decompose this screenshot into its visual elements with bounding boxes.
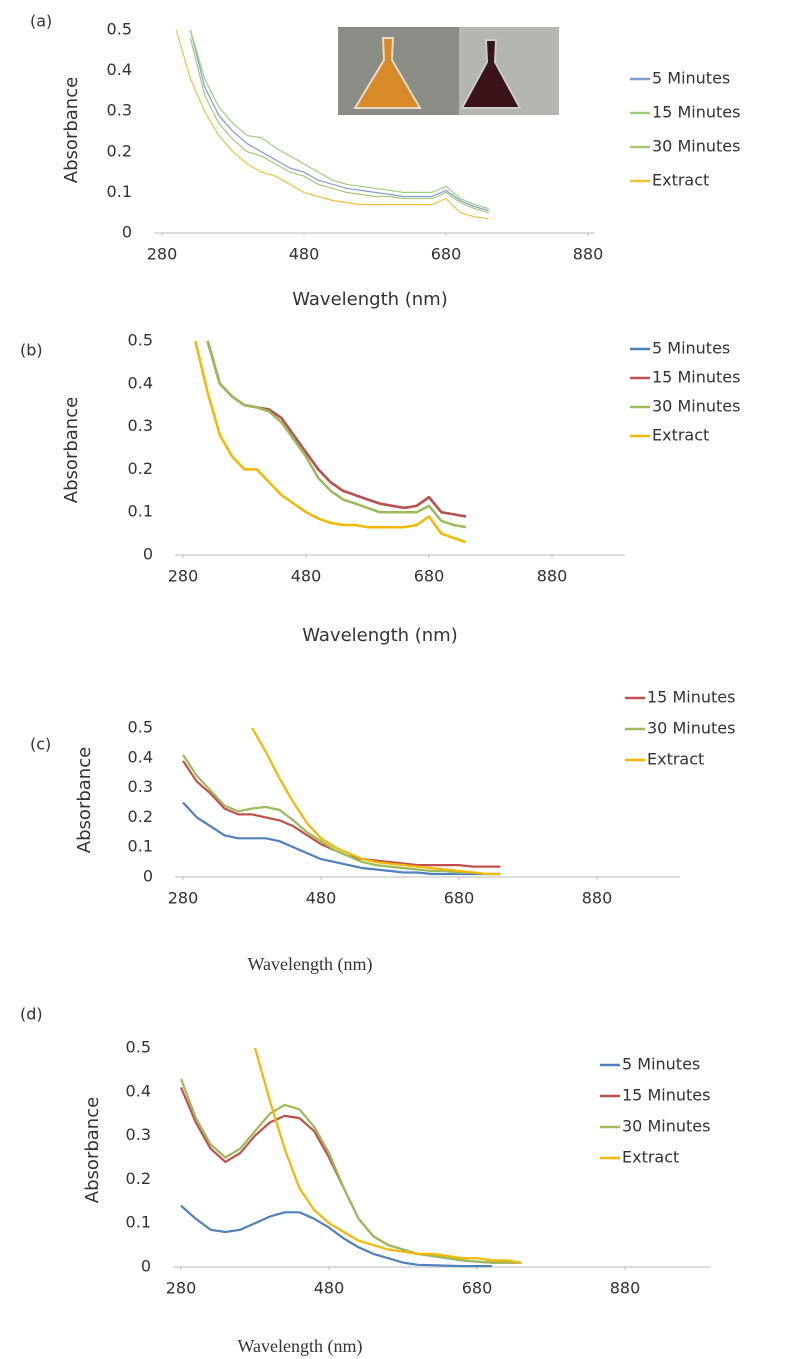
series-line	[189, 29, 489, 210]
y-axis-label: Absorbance	[82, 1097, 103, 1203]
y-tick-label: 0.5	[128, 331, 153, 350]
series-line	[189, 37, 489, 214]
y-axis-label: Absorbance	[61, 77, 82, 183]
legend-label: Extract	[622, 1148, 679, 1167]
y-tick-label: 0	[141, 1257, 151, 1276]
x-axis-label: Wavelength (nm)	[247, 954, 372, 975]
x-tick-label: 880	[537, 567, 568, 586]
x-tick-label: 880	[610, 1279, 641, 1298]
legend-label: Extract	[652, 426, 709, 445]
y-tick-label: 0.5	[126, 1038, 151, 1057]
x-tick-label: 680	[444, 889, 475, 908]
legend-label: 5 Minutes	[622, 1055, 700, 1074]
y-tick-label: 0.3	[126, 1125, 151, 1144]
series-line	[251, 727, 501, 876]
x-tick-label: 480	[306, 889, 337, 908]
panel-label: (b)	[20, 341, 43, 360]
legend-label: 30 Minutes	[622, 1117, 710, 1136]
legend-label: 30 Minutes	[652, 137, 740, 156]
y-tick-label: 0.3	[128, 777, 153, 796]
legend-label: 30 Minutes	[647, 719, 735, 738]
series-line	[206, 340, 467, 518]
x-tick-label: 280	[166, 1279, 197, 1298]
x-tick-label: 680	[414, 567, 445, 586]
x-tick-label: 280	[168, 889, 199, 908]
y-axis-label: Absorbance	[61, 397, 82, 503]
series-line	[189, 29, 489, 212]
x-tick-label: 480	[291, 567, 322, 586]
y-tick-label: 0	[143, 545, 153, 564]
y-tick-label: 0.3	[128, 416, 153, 435]
x-tick-label: 880	[573, 245, 604, 264]
y-tick-label: 0.2	[128, 459, 153, 478]
x-tick-label: 680	[462, 1279, 493, 1298]
x-tick-label: 280	[168, 567, 199, 586]
series-line	[253, 1047, 522, 1264]
x-axis-label: Wavelength (nm)	[302, 625, 458, 646]
y-axis-label: Absorbance	[74, 747, 95, 853]
panel-label: (c)	[30, 735, 51, 754]
y-tick-label: 0.4	[126, 1081, 151, 1100]
x-tick-label: 480	[289, 245, 320, 264]
x-axis-label: Wavelength (nm)	[237, 1336, 362, 1357]
y-tick-label: 0.1	[128, 502, 153, 521]
series-line	[194, 340, 467, 544]
y-tick-label: 0.4	[107, 60, 132, 79]
legend-label: Extract	[652, 171, 709, 190]
series-line	[175, 29, 489, 220]
y-tick-label: 0.3	[107, 101, 132, 120]
legend-label: Extract	[647, 750, 704, 769]
y-tick-label: 0.5	[128, 718, 153, 737]
legend-label: 5 Minutes	[652, 339, 730, 358]
y-tick-label: 0.4	[128, 373, 153, 392]
y-tick-label: 0.4	[128, 747, 153, 766]
legend-label: 15 Minutes	[647, 688, 735, 707]
x-tick-label: 680	[431, 245, 462, 264]
legend-label: 30 Minutes	[652, 397, 740, 416]
panel-label: (a)	[30, 12, 52, 31]
panel-label: (d)	[20, 1005, 43, 1024]
y-tick-label: 0.1	[107, 182, 132, 201]
series-line	[182, 801, 501, 876]
legend-label: 5 Minutes	[652, 69, 730, 88]
x-tick-label: 480	[314, 1279, 345, 1298]
x-tick-label: 880	[582, 889, 613, 908]
series-line	[180, 1204, 492, 1268]
series-line	[206, 340, 467, 529]
y-tick-label: 0.2	[126, 1169, 151, 1188]
x-tick-label: 280	[147, 245, 178, 264]
inset-photo	[338, 27, 559, 115]
x-axis-label: Wavelength (nm)	[292, 289, 448, 310]
legend-label: 15 Minutes	[652, 368, 740, 387]
y-tick-label: 0.5	[107, 20, 132, 39]
legend-label: 15 Minutes	[622, 1086, 710, 1105]
y-tick-label: 0.2	[128, 807, 153, 826]
series-line	[206, 340, 467, 518]
series-line	[179, 1078, 522, 1264]
y-tick-label: 0.2	[107, 141, 132, 160]
series-line	[182, 754, 501, 876]
y-tick-label: 0	[122, 223, 132, 242]
y-tick-label: 0	[143, 867, 153, 886]
legend-label: 15 Minutes	[652, 103, 740, 122]
y-tick-label: 0.1	[128, 837, 153, 856]
y-tick-label: 0.1	[126, 1213, 151, 1232]
